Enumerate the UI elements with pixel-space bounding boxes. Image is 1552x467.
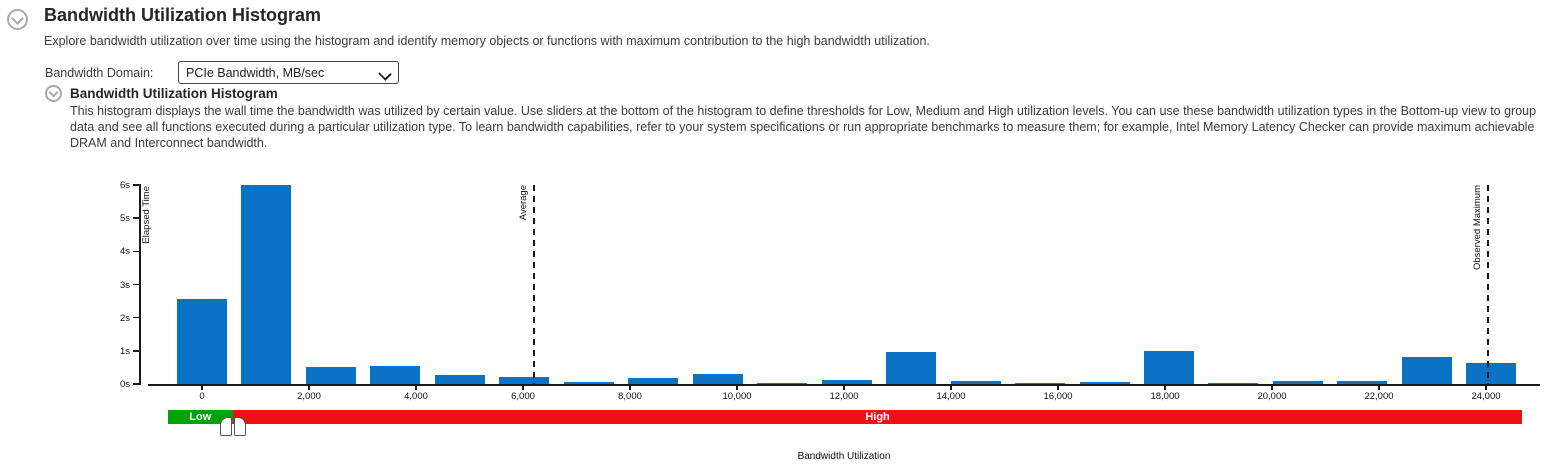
y-tick-label: 0s bbox=[119, 379, 130, 390]
histogram-bar bbox=[1079, 382, 1130, 384]
x-axis-tick bbox=[1164, 384, 1166, 390]
histogram-bar bbox=[821, 380, 872, 384]
histogram-bar bbox=[692, 374, 743, 384]
y-axis-title: Elapsed Time bbox=[141, 186, 152, 244]
x-tick-label: 22,000 bbox=[1364, 391, 1394, 402]
x-tick-label: 24,000 bbox=[1471, 391, 1501, 402]
histogram-bar bbox=[563, 382, 614, 384]
y-axis-tick bbox=[133, 217, 140, 219]
histogram-bar bbox=[499, 377, 550, 384]
x-tick-label: 8,000 bbox=[618, 391, 642, 402]
x-axis-tick bbox=[308, 384, 310, 390]
x-tick-label: 18,000 bbox=[1150, 391, 1180, 402]
y-axis-tick bbox=[133, 250, 140, 253]
histogram-bar bbox=[1337, 381, 1388, 384]
histogram-bar bbox=[241, 185, 292, 384]
annotation-label: Observed Maximum bbox=[1471, 185, 1483, 270]
y-tick-label: 5s bbox=[119, 213, 130, 225]
section-description: This histogram displays the wall time th… bbox=[70, 104, 1537, 151]
histogram-bar bbox=[886, 352, 937, 384]
x-axis-tick bbox=[843, 384, 845, 390]
x-axis-title: Bandwidth Utilization bbox=[797, 451, 891, 462]
y-axis-tick bbox=[133, 316, 140, 319]
histogram-bar bbox=[950, 381, 1001, 384]
x-tick-label: 20,000 bbox=[1257, 391, 1287, 402]
x-axis-tick bbox=[629, 384, 631, 390]
bandwidth-domain-select[interactable]: PCIe Bandwidth, MB/sec bbox=[178, 61, 399, 84]
histogram-bar bbox=[1144, 351, 1195, 384]
histogram-bar bbox=[1015, 383, 1066, 384]
x-tick-label: 6,000 bbox=[511, 391, 535, 402]
y-tick-label: 4s bbox=[119, 246, 130, 258]
histogram-bar bbox=[628, 378, 679, 384]
histogram-bar bbox=[305, 367, 356, 384]
bandwidth-domain-label: Bandwidth Domain: bbox=[45, 66, 154, 80]
bandwidth-utilization-histogram-chart: 0s 1s 2s 3s 4s 5s 6s Elapsed Time 0 2,000 4,000 6,0… bbox=[0, 175, 1552, 467]
annotation-label: Average bbox=[518, 185, 530, 221]
collapse-section-chevron-down-icon[interactable] bbox=[45, 85, 62, 102]
x-axis-tick bbox=[201, 384, 203, 390]
collapse-main-chevron-down-icon[interactable] bbox=[7, 9, 28, 30]
x-axis-tick bbox=[736, 384, 738, 390]
histogram-bar bbox=[176, 299, 227, 384]
slider-handle-right[interactable] bbox=[234, 417, 247, 436]
slider-handle-left[interactable] bbox=[220, 417, 233, 436]
histogram-bar bbox=[1208, 383, 1259, 384]
histogram-bar bbox=[757, 382, 808, 384]
x-axis-tick bbox=[1485, 384, 1487, 390]
y-tick-label: 2s bbox=[119, 312, 130, 324]
x-tick-label: 10,000 bbox=[722, 391, 752, 402]
x-tick-label: 16,000 bbox=[1043, 391, 1073, 402]
y-tick-label: 1s bbox=[119, 345, 130, 357]
chevron-down-icon bbox=[378, 67, 392, 81]
x-tick-label: 2,000 bbox=[297, 391, 321, 402]
x-tick-label: 4,000 bbox=[404, 391, 428, 402]
x-axis-tick bbox=[1378, 384, 1380, 390]
annotation-line-observed-maximum bbox=[1486, 185, 1489, 384]
x-axis-tick bbox=[950, 384, 952, 390]
x-tick-label: 12,000 bbox=[829, 391, 859, 402]
histogram-bar bbox=[1272, 380, 1323, 384]
y-tick-label: 6s bbox=[119, 180, 130, 191]
x-axis-tick bbox=[1271, 384, 1273, 390]
section-heading: Bandwidth Utilization Histogram bbox=[70, 86, 278, 101]
annotation-line-average bbox=[533, 185, 536, 384]
x-tick-label: 0 bbox=[199, 391, 205, 402]
histogram-bar bbox=[434, 374, 485, 384]
x-axis-tick bbox=[415, 384, 417, 390]
y-axis-tick bbox=[133, 283, 140, 286]
page-title: Bandwidth Utilization Histogram bbox=[44, 5, 321, 25]
x-axis-tick bbox=[1057, 384, 1059, 390]
histogram-bar bbox=[1466, 363, 1517, 384]
bandwidth-domain-selected-value: PCIe Bandwidth, MB/sec bbox=[186, 65, 325, 80]
histogram-bar bbox=[1401, 356, 1452, 384]
histogram-bar bbox=[370, 365, 421, 384]
y-axis-tick bbox=[133, 350, 140, 352]
y-axis-tick bbox=[133, 383, 140, 385]
slider-segment-low: Low bbox=[167, 410, 233, 424]
y-tick-label: 3s bbox=[119, 279, 130, 291]
slider-segment-high: High bbox=[232, 410, 1523, 424]
y-axis-tick bbox=[133, 184, 140, 186]
page-subtitle: Explore bandwidth utilization over time … bbox=[44, 34, 930, 48]
x-axis-tick bbox=[522, 384, 524, 390]
x-tick-label: 14,000 bbox=[936, 391, 966, 402]
